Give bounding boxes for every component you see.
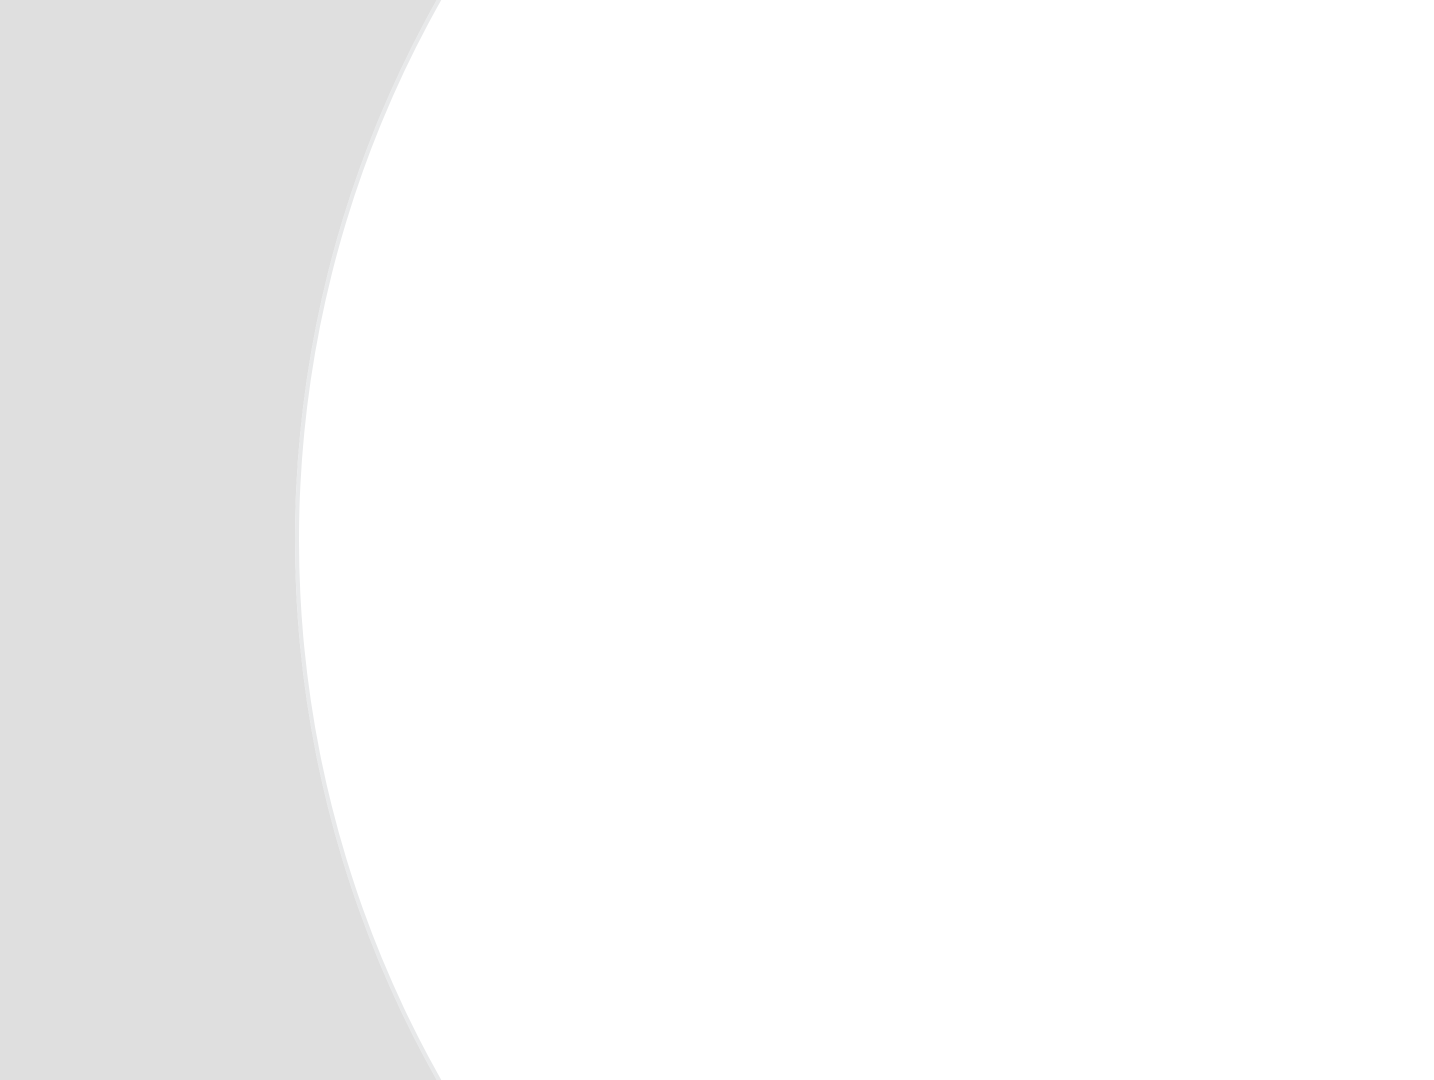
latex-label-stddev: stddev	[280, 533, 530, 574]
latex-label-exponent: onent	[280, 717, 590, 755]
code-line[interactable]: 11.	[320, 388, 1434, 426]
latex-row-stddev: stddev = √variance = √1	[280, 530, 1434, 577]
code-content[interactable]: exponent = exp(-0.5 * ((x - mean) / std_…	[426, 274, 1146, 312]
big-paren-close: )	[1035, 717, 1057, 763]
line-number: 10.	[320, 350, 426, 388]
code-content[interactable]: std_dev = sqrt(variance)	[426, 198, 829, 236]
code-content[interactable]: def normal_distribution(mean, variance, …	[426, 160, 1045, 198]
page-root: from handcalcs.decorator import handcalc…	[0, 0, 1434, 1080]
frac-symbolic: 1 stddev·√2·π	[583, 607, 729, 675]
code-line[interactable]: 10. return pdf	[320, 350, 1434, 388]
sqrt-one: √1	[779, 530, 827, 577]
code-content[interactable]: latex_code, result = normal_distribution…	[426, 426, 1132, 464]
latex-label-coefficient: coefficient	[280, 622, 530, 660]
latex-row-exponent: onent = exp ( (−0.5) · ( x − mean stddev…	[280, 705, 1434, 767]
big-paren-open-rhs: (	[1173, 717, 1195, 763]
code-line[interactable]: 6. std_dev = sqrt(variance)	[320, 198, 1434, 236]
latex-body-product: = coefficient · exponent = 0.399 · 0.011	[530, 797, 1112, 835]
code-content[interactable]: coefficient = 1 / (std_dev * sqrt(2 * pi…	[426, 236, 1089, 274]
line-number: 12.	[320, 426, 426, 464]
line-number: 9.	[320, 312, 426, 350]
frac-numeric: 1 1.000·√2·3.142	[796, 607, 986, 674]
exp-func: exp	[639, 717, 685, 754]
line-number: 6.	[320, 198, 426, 236]
code-content[interactable]: return pdf	[426, 350, 628, 388]
equals-sign: =	[540, 622, 559, 660]
med-paren-close: )	[990, 721, 1006, 755]
latex-body-coefficient: = 1 stddev·√2·π = 1 1.000·√2·3.142	[530, 607, 991, 675]
line-number: 8.	[320, 274, 426, 312]
latex-row-coefficient: coefficient = 1 stddev·√2·π = 1 1.000·√2…	[280, 607, 1434, 675]
code-content[interactable]: from math import sqrt, pi, exp	[426, 46, 858, 84]
latex-output: stddev = √variance = √1 coefficient = 1 …	[280, 530, 1434, 865]
big-paren-open: (	[695, 717, 717, 763]
latex-body-exponent: = exp ( (−0.5) · ( x − mean stddev ) 2 )…	[590, 705, 1233, 767]
code-line[interactable]: from handcalcs.decorator import handcalc	[320, 8, 1434, 46]
code-line[interactable]: 7. coefficient = 1 / (std_dev * sqrt(2 *…	[320, 236, 1434, 274]
stddev-main: std	[428, 533, 468, 570]
equals-sign: =	[540, 535, 559, 573]
latex-body-stddev: = √variance = √1	[530, 530, 827, 577]
code-line[interactable]: 12.latex_code, result = normal_distribut…	[320, 426, 1434, 464]
code-content[interactable]: from handcalcs.decorator import handcalc	[426, 8, 1002, 46]
code-editor[interactable]: from handcalcs.decorator import handcalc…	[320, 0, 1434, 483]
exp-func-rhs: exp	[1116, 717, 1162, 754]
code-content[interactable]: pdf = coefficient * exponent	[426, 312, 887, 350]
code-line[interactable]: 4.@handcalc()	[320, 122, 1434, 160]
line-number: 4.	[320, 122, 426, 160]
squared: 2	[1016, 725, 1026, 747]
code-line[interactable]: 9. pdf = coefficient * exponent	[320, 312, 1434, 350]
code-line[interactable]: 8. exponent = exp(-0.5 * ((x - mean) / s…	[320, 274, 1434, 312]
frac-xmean: x − mean stddev	[875, 705, 975, 767]
equals-sign: =	[1077, 717, 1096, 755]
code-line[interactable]: 3.	[320, 84, 1434, 122]
equals-sign: =	[753, 622, 772, 660]
equals-sign: =	[600, 717, 619, 755]
code-line[interactable]: from math import sqrt, pi, exp	[320, 46, 1434, 84]
stddev-sub: dev	[468, 548, 500, 573]
latex-row-product: = coefficient · exponent = 0.399 · 0.011	[280, 797, 1434, 835]
equals-sign: =	[540, 797, 559, 835]
code-content[interactable]: @handcalc()	[426, 122, 584, 160]
equals-sign: =	[740, 535, 759, 573]
med-paren-open: (	[845, 721, 861, 755]
line-number: 7.	[320, 236, 426, 274]
rhs-tail: (−	[1205, 717, 1234, 754]
line-number: 5.	[320, 160, 426, 198]
code-line[interactable]: 5.def normal_distribution(mean, variance…	[320, 160, 1434, 198]
line-number: 3.	[320, 84, 426, 122]
line-number: 11.	[320, 388, 426, 426]
sqrt-variance: √variance	[579, 530, 719, 577]
equals-sign: =	[891, 797, 910, 835]
